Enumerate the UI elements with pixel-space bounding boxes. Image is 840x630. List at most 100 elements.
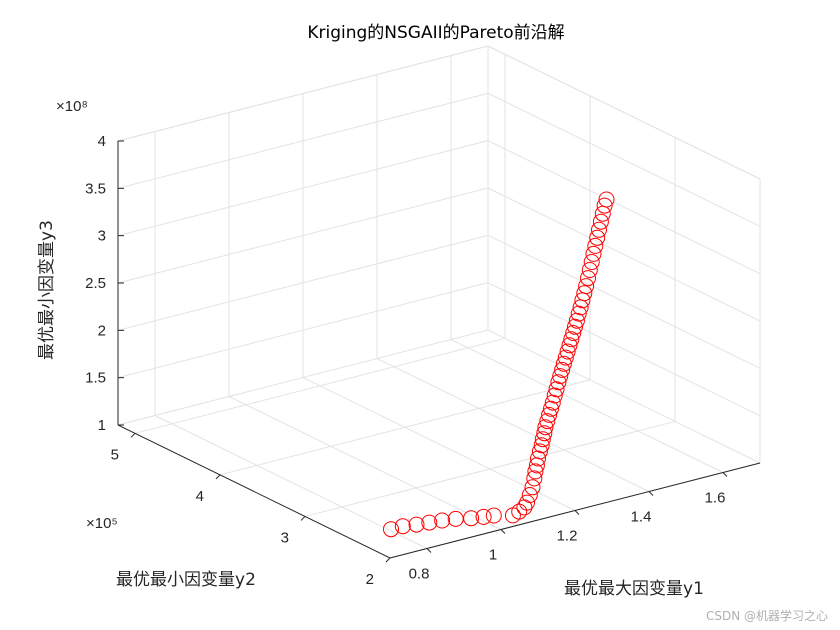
z-tick-label: 1.5 (85, 370, 106, 387)
data-point (537, 419, 554, 436)
side-wall-gridline (487, 329, 761, 464)
data-point (581, 262, 598, 278)
data-point (447, 510, 464, 527)
data-point (434, 512, 451, 529)
back-wall-gridline (117, 140, 489, 237)
data-point (587, 237, 604, 254)
data-point (548, 381, 565, 398)
data-point (559, 343, 576, 360)
data-point (550, 374, 567, 391)
side-wall-gridline (487, 234, 761, 369)
z-tick-label: 4 (98, 133, 106, 150)
data-point (543, 400, 559, 417)
data-point (475, 508, 492, 525)
grid-layer (117, 45, 761, 559)
y-exponent-label: ×10⁵ (86, 515, 118, 532)
data-point (583, 254, 600, 270)
z-exponent-label: ×10⁸ (56, 98, 88, 115)
side-wall-gridline (487, 187, 761, 322)
x-tick-mark (574, 510, 580, 515)
axes-layer (117, 141, 761, 559)
floor-gridline (302, 377, 576, 511)
data-point (536, 425, 553, 442)
data-point (555, 355, 572, 372)
data-point (596, 197, 613, 214)
z-tick-label: 3 (98, 228, 106, 245)
y-axis-line (117, 424, 391, 559)
floor-gridline (304, 420, 676, 517)
floor-gridline (219, 379, 591, 476)
data-point (521, 487, 538, 503)
data-point (524, 479, 541, 496)
x-tick-mark (426, 548, 432, 553)
data-point (527, 463, 544, 480)
y-tick-mark (300, 516, 306, 521)
y-tick-mark (215, 474, 221, 480)
data-point (565, 325, 582, 341)
back-wall-gridline (117, 187, 489, 284)
data-point (383, 521, 399, 538)
y-tick-label: 3 (281, 529, 289, 546)
data-point (578, 278, 595, 295)
side-wall-gridline (487, 282, 761, 417)
side-wall-gridline (487, 92, 761, 227)
z-tick-label: 3.5 (85, 180, 106, 197)
data-point (570, 305, 587, 322)
z-tick-label: 2 (98, 322, 106, 339)
x-tick-mark (648, 491, 654, 496)
data-point (485, 507, 502, 524)
floor-gridline (450, 339, 724, 473)
y-tick-mark (130, 432, 136, 438)
data-point (544, 394, 561, 411)
floor-gridline (228, 396, 502, 530)
y-tick-label: 5 (111, 446, 119, 463)
back-wall-gridline (117, 234, 489, 331)
watermark: CSDN @机器学习之心 (706, 608, 828, 623)
floor-gridline (134, 337, 506, 434)
data-point (591, 221, 607, 238)
data-point (567, 318, 583, 335)
z-axis-label: 最优最小因变量y3 (37, 220, 57, 360)
points-layer (383, 191, 615, 538)
x-tick-label: 1.4 (631, 509, 652, 526)
chart-title: Kriging的NSGAII的Pareto前沿解 (307, 23, 564, 43)
data-point (580, 270, 596, 287)
x-tick-label: 1 (489, 547, 497, 564)
data-point (408, 516, 425, 533)
data-point (568, 312, 585, 329)
z-tick-label: 2.5 (85, 275, 106, 292)
data-point (533, 437, 550, 454)
data-point (539, 413, 556, 430)
x-tick-label: 1.2 (557, 528, 578, 545)
x-tick-mark (500, 529, 506, 534)
x-axis-label: 最优最大因变量y1 (564, 579, 704, 599)
data-point (592, 213, 609, 230)
data-point (531, 443, 548, 460)
data-point (546, 387, 563, 404)
floor-gridline (376, 358, 650, 492)
data-point (526, 470, 543, 487)
back-wall-gridline (117, 282, 489, 379)
back-wall-gridline (117, 329, 489, 426)
data-point (421, 514, 438, 531)
floor-gridline (154, 415, 428, 549)
data-point (563, 331, 580, 348)
data-point (519, 494, 535, 511)
data-point (557, 349, 574, 366)
z-tick-label: 1 (98, 417, 106, 434)
data-point (554, 361, 571, 378)
y-tick-label: 2 (366, 571, 374, 588)
y-tick-mark (385, 557, 391, 563)
data-point (394, 518, 411, 535)
data-point (589, 229, 606, 246)
data-point (576, 285, 593, 302)
back-wall-gridline (117, 92, 489, 189)
x-tick-label: 1.6 (705, 490, 726, 507)
data-point (463, 510, 480, 527)
x-tick-mark (722, 472, 728, 477)
data-point (541, 406, 558, 423)
box-edge (117, 45, 489, 142)
x-tick-label: 0.8 (409, 566, 430, 583)
box-edge (487, 45, 761, 180)
